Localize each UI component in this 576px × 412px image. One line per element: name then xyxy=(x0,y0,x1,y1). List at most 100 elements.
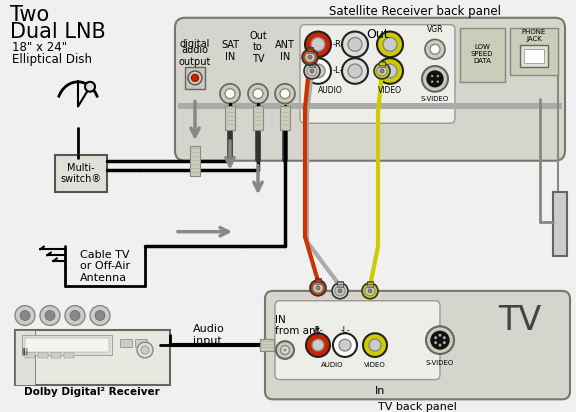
FancyBboxPatch shape xyxy=(275,301,440,379)
Circle shape xyxy=(332,283,348,299)
Circle shape xyxy=(85,82,95,92)
Circle shape xyxy=(90,306,110,325)
Circle shape xyxy=(383,64,397,78)
Circle shape xyxy=(431,75,433,77)
Circle shape xyxy=(342,32,368,57)
Circle shape xyxy=(333,333,357,357)
Text: 18" x 24": 18" x 24" xyxy=(12,41,67,54)
Circle shape xyxy=(276,341,294,359)
Circle shape xyxy=(368,289,372,293)
Text: digital: digital xyxy=(180,40,210,49)
Bar xyxy=(307,47,313,55)
Circle shape xyxy=(188,71,202,85)
Circle shape xyxy=(310,280,326,296)
Text: -R-: -R- xyxy=(313,326,323,335)
Bar xyxy=(190,146,200,176)
FancyBboxPatch shape xyxy=(300,25,455,123)
Circle shape xyxy=(365,286,375,296)
Text: AUDIO: AUDIO xyxy=(321,362,343,368)
Bar xyxy=(460,28,505,82)
Circle shape xyxy=(311,37,325,51)
Bar xyxy=(15,330,35,384)
Bar xyxy=(524,49,544,63)
Text: Dual LNB: Dual LNB xyxy=(10,21,106,42)
Circle shape xyxy=(312,339,324,351)
Circle shape xyxy=(383,37,397,51)
Circle shape xyxy=(443,341,446,344)
Circle shape xyxy=(430,44,440,54)
Circle shape xyxy=(363,333,387,357)
Bar xyxy=(25,352,35,358)
Circle shape xyxy=(431,80,433,83)
Circle shape xyxy=(40,306,60,325)
Circle shape xyxy=(443,336,446,339)
Circle shape xyxy=(70,311,80,321)
Bar xyxy=(38,352,48,358)
Circle shape xyxy=(427,71,443,87)
Circle shape xyxy=(348,64,362,78)
Circle shape xyxy=(305,52,315,62)
Circle shape xyxy=(283,349,286,351)
Circle shape xyxy=(302,49,318,65)
Circle shape xyxy=(253,89,263,98)
Text: Out: Out xyxy=(366,28,389,41)
Circle shape xyxy=(308,55,312,59)
Bar xyxy=(337,281,343,289)
Circle shape xyxy=(431,331,449,349)
FancyBboxPatch shape xyxy=(175,18,565,161)
Circle shape xyxy=(65,306,85,325)
Circle shape xyxy=(95,311,105,321)
Text: Satellite Receiver back panel: Satellite Receiver back panel xyxy=(329,5,501,18)
Circle shape xyxy=(426,326,454,354)
Circle shape xyxy=(20,311,30,321)
Text: -L-: -L- xyxy=(333,66,343,75)
Circle shape xyxy=(141,346,149,354)
Circle shape xyxy=(437,75,439,77)
Circle shape xyxy=(338,289,342,293)
Circle shape xyxy=(339,339,351,351)
Circle shape xyxy=(137,342,153,358)
Circle shape xyxy=(437,80,439,83)
Bar xyxy=(553,192,567,256)
Circle shape xyxy=(377,32,403,57)
Bar xyxy=(64,352,74,358)
Bar xyxy=(260,339,274,351)
Text: S-VIDEO: S-VIDEO xyxy=(426,360,454,366)
Circle shape xyxy=(307,66,317,76)
Circle shape xyxy=(434,341,437,344)
Bar xyxy=(379,61,385,69)
Text: VGR: VGR xyxy=(427,25,444,34)
Circle shape xyxy=(311,64,325,78)
Bar xyxy=(185,67,205,89)
Circle shape xyxy=(310,69,314,73)
Text: TV: TV xyxy=(498,304,541,337)
Circle shape xyxy=(305,58,331,84)
Circle shape xyxy=(377,58,403,84)
Text: |||: ||| xyxy=(21,347,29,354)
Circle shape xyxy=(281,346,290,354)
Text: ANT
IN: ANT IN xyxy=(275,40,295,62)
Bar xyxy=(253,105,263,130)
Bar xyxy=(15,330,170,384)
Text: Audio
input: Audio input xyxy=(193,324,225,346)
Text: Multi-
switch®: Multi- switch® xyxy=(60,163,101,184)
Text: -L-: -L- xyxy=(340,326,350,335)
Text: AUDIO: AUDIO xyxy=(317,86,342,95)
Circle shape xyxy=(422,66,448,92)
Circle shape xyxy=(280,89,290,98)
Circle shape xyxy=(313,283,323,293)
Bar xyxy=(510,28,558,75)
Bar xyxy=(280,105,290,130)
Circle shape xyxy=(369,339,381,351)
Bar xyxy=(315,278,321,286)
Bar xyxy=(225,105,235,130)
Circle shape xyxy=(380,69,384,73)
Text: TV back panel: TV back panel xyxy=(378,402,457,412)
Text: Out
to
TV: Out to TV xyxy=(249,31,267,64)
Bar xyxy=(22,335,112,355)
Circle shape xyxy=(225,89,235,98)
Bar xyxy=(367,281,373,289)
Text: Two: Two xyxy=(10,5,50,25)
Bar xyxy=(178,103,562,110)
Text: LOW
SPEED
DATA: LOW SPEED DATA xyxy=(471,44,493,64)
